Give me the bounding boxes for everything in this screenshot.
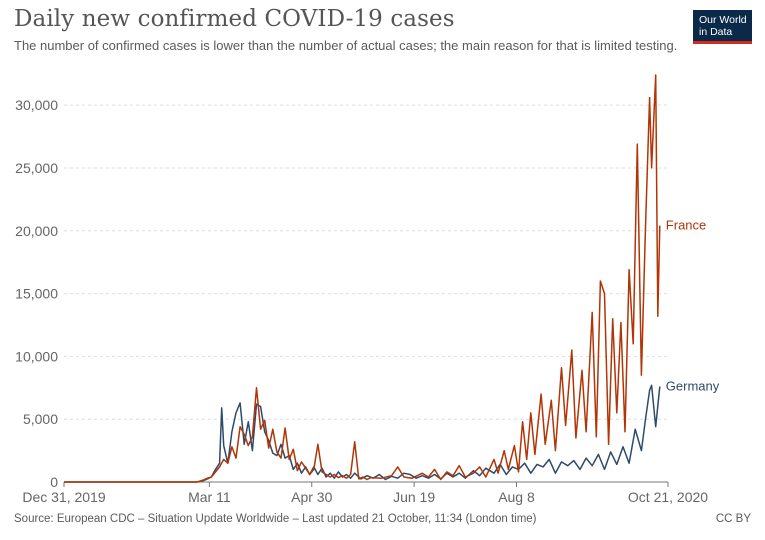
x-tick-label: Apr 30 <box>291 489 332 505</box>
x-tick-label: Oct 21, 2020 <box>628 489 708 505</box>
y-tick-label: 10,000 <box>15 348 58 364</box>
logo-line-1: Our World <box>699 14 747 26</box>
y-tick-label: 0 <box>50 474 58 490</box>
series-labels: France Germany <box>666 218 720 394</box>
chart-title: Daily new confirmed COVID-19 cases <box>14 6 455 32</box>
x-tick-label: Dec 31, 2019 <box>22 489 105 505</box>
y-tick-label: 15,000 <box>15 286 58 302</box>
license-label[interactable]: CC BY <box>715 513 751 525</box>
y-axis-ticks: 0 5,000 10,000 15,000 20,000 25,000 30,000 <box>15 97 58 490</box>
y-tick-label: 30,000 <box>15 97 58 113</box>
line-chart: 0 5,000 10,000 15,000 20,000 25,000 30,000 Dec… <box>15 74 720 505</box>
chart-subtitle: The number of confirmed cases is lower t… <box>14 38 678 53</box>
x-axis-ticks: Dec 31, 2019 Mar 11 Apr 30 Jun 19 Aug 8 Oct 2… <box>22 482 708 505</box>
x-tick-label: Mar 11 <box>188 489 231 505</box>
x-tick-label: Aug 8 <box>498 489 535 505</box>
x-tick-label: Jun 19 <box>393 489 435 505</box>
france-line[interactable] <box>64 74 661 483</box>
france-label: France <box>666 218 706 233</box>
germany-label: Germany <box>666 379 720 394</box>
y-tick-label: 20,000 <box>15 223 58 239</box>
y-tick-label: 25,000 <box>15 160 58 176</box>
y-tick-label: 5,000 <box>23 411 58 427</box>
series-lines[interactable] <box>64 74 661 483</box>
source-note[interactable]: Source: European CDC – Situation Update … <box>14 513 537 525</box>
germany-line[interactable] <box>64 384 661 483</box>
logo-line-2: in Data <box>699 26 733 38</box>
our-world-in-data-logo[interactable]: Our World in Data <box>693 10 752 44</box>
